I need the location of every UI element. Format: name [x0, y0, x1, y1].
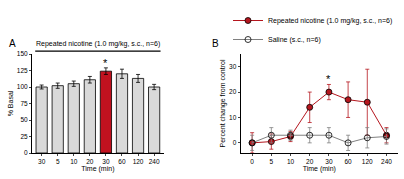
svg-text:5: 5 — [56, 158, 60, 165]
svg-text:Saline (s.c., n=6): Saline (s.c., n=6) — [268, 36, 321, 44]
svg-text:30: 30 — [229, 63, 237, 70]
svg-text:B: B — [212, 38, 219, 49]
svg-text:20: 20 — [306, 158, 314, 165]
svg-text:Repeated nicotine (1.0 mg/kg,: Repeated nicotine (1.0 mg/kg, s.c., n=6) — [268, 17, 392, 25]
svg-text:60: 60 — [344, 158, 352, 165]
svg-text:150: 150 — [17, 50, 28, 57]
svg-text:20: 20 — [229, 88, 237, 95]
svg-text:75: 75 — [20, 100, 28, 107]
svg-text:100: 100 — [17, 83, 28, 90]
svg-text:30: 30 — [102, 158, 110, 165]
svg-text:240: 240 — [381, 158, 392, 165]
svg-text:120: 120 — [362, 158, 373, 165]
svg-text:Time (min): Time (min) — [303, 165, 336, 173]
svg-text:*: * — [103, 57, 108, 69]
svg-text:5: 5 — [270, 158, 274, 165]
svg-text:A: A — [9, 38, 16, 49]
svg-text:Repeated nicotine (1.0 mg/kg,: Repeated nicotine (1.0 mg/kg, s.c., n=6) — [36, 40, 160, 48]
svg-text:20: 20 — [86, 158, 94, 165]
svg-text:125: 125 — [17, 67, 28, 74]
svg-text:120: 120 — [133, 158, 144, 165]
svg-text:Time (min): Time (min) — [81, 165, 114, 173]
svg-text:0: 0 — [250, 158, 254, 165]
svg-text:25: 25 — [20, 133, 28, 140]
svg-text:0: 0 — [233, 139, 237, 146]
svg-text:10: 10 — [70, 158, 78, 165]
svg-text:10: 10 — [287, 158, 295, 165]
svg-text:60: 60 — [118, 158, 126, 165]
svg-text:30: 30 — [38, 158, 46, 165]
svg-text:Percent change from control: Percent change from control — [219, 59, 227, 147]
svg-text:30: 30 — [325, 158, 333, 165]
svg-text:*: * — [326, 73, 331, 85]
svg-text:50: 50 — [20, 116, 28, 123]
svg-text:240: 240 — [149, 158, 160, 165]
svg-text:10: 10 — [229, 114, 237, 121]
svg-text:0: 0 — [24, 149, 28, 156]
svg-text:% Basal: % Basal — [7, 90, 14, 116]
